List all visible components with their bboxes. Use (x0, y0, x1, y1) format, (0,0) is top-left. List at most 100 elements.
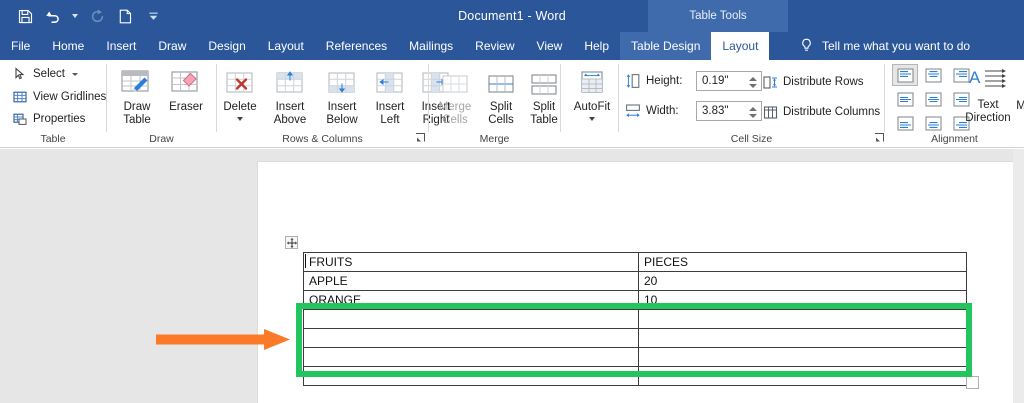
cell-width-spinner[interactable]: 3.83" (696, 101, 762, 121)
rows-columns-dialog-launcher[interactable] (415, 132, 427, 144)
scrollbar-thumb[interactable] (1013, 149, 1024, 403)
split-table-button[interactable]: Split Table (522, 66, 566, 127)
table-cell-pieces-value[interactable]: 20 (638, 271, 967, 291)
distribute-columns-button[interactable]: Distribute Columns (762, 104, 880, 120)
green-highlight-annotation (296, 303, 972, 377)
tab-layout[interactable]: Layout (267, 39, 304, 53)
customize-quick-access-icon[interactable] (140, 3, 166, 29)
cell-size-dialog-launcher[interactable] (874, 132, 886, 144)
group-label-alignment: Alignment (931, 133, 978, 145)
text-direction-label-2: Direction (965, 112, 1011, 124)
insert-columns-left-icon (374, 66, 406, 98)
autofit-button[interactable]: AutoFit (568, 66, 616, 123)
tab-design[interactable]: Design (208, 39, 246, 53)
ribbon-tab-strip: File Home Insert Draw Design Layout Refe… (0, 32, 1024, 60)
align-top-right-button[interactable] (948, 64, 974, 86)
align-center-left-button[interactable] (892, 88, 918, 110)
insert-rows-below-icon (326, 66, 358, 98)
tab-draw[interactable]: Draw (158, 39, 187, 53)
table-row-empty[interactable] (303, 347, 967, 367)
tab-table-design[interactable]: Table Design (620, 32, 712, 60)
draw-table-icon (120, 66, 154, 98)
group-label-cell-size: Cell Size (730, 133, 773, 145)
align-center-button[interactable] (920, 88, 946, 110)
tab-table-layout[interactable]: Layout (711, 32, 770, 60)
align-bottom-center-button[interactable] (920, 112, 946, 134)
eraser-icon (169, 66, 203, 98)
cell-height-stepper[interactable] (747, 72, 758, 92)
vertical-scrollbar[interactable] (1013, 149, 1024, 403)
split-table-icon (529, 66, 559, 98)
tab-help[interactable]: Help (584, 39, 610, 53)
insert-above-button[interactable]: Insert Above (264, 66, 316, 127)
select-button[interactable]: Select (12, 66, 78, 82)
undo-icon[interactable] (40, 3, 66, 29)
group-divider (560, 64, 561, 132)
table-move-handle[interactable] (285, 236, 298, 249)
select-dropdown-icon[interactable] (71, 72, 78, 76)
save-icon[interactable] (12, 3, 38, 29)
text-direction-label-1: Text (977, 99, 999, 111)
new-document-icon[interactable] (112, 3, 138, 29)
cell-margins-button[interactable]: M (1014, 100, 1024, 113)
group-divider (428, 64, 429, 132)
tab-mailings[interactable]: Mailings (409, 39, 454, 53)
table-row-empty[interactable] (303, 328, 967, 348)
tab-insert[interactable]: Insert (106, 39, 137, 53)
tell-me-search[interactable]: Tell me what you want to do (800, 32, 970, 60)
cell-margins-label: M (1016, 100, 1024, 112)
cell-height-control[interactable]: Height: 0.19" (624, 71, 762, 91)
column-width-icon (624, 103, 641, 119)
cell-width-stepper[interactable] (747, 102, 758, 122)
table-cell-fruits-header[interactable]: FRUITS (303, 252, 639, 272)
insert-below-label-2: Below (326, 114, 358, 126)
properties-button[interactable]: Properties (12, 111, 85, 127)
align-bottom-left-button[interactable] (892, 112, 918, 134)
align-top-left-button[interactable] (892, 64, 918, 86)
insert-rows-above-icon (274, 66, 306, 98)
insert-left-label-1: Insert (375, 101, 405, 113)
tab-file[interactable]: File (11, 39, 31, 53)
view-gridlines-button[interactable]: View Gridlines (12, 89, 106, 105)
insert-left-button[interactable]: Insert Left (368, 66, 412, 127)
table-header-row[interactable]: FRUITS PIECES (303, 252, 967, 272)
tab-references[interactable]: References (325, 39, 388, 53)
delete-table-icon (224, 66, 256, 98)
distribute-rows-button[interactable]: Distribute Rows (762, 74, 864, 90)
delete-dropdown-icon[interactable] (216, 114, 264, 123)
insert-columns-right-icon (420, 66, 452, 98)
group-label-merge: Merge (479, 133, 510, 145)
merge-cells-label-1: Merge (438, 101, 472, 113)
tab-home[interactable]: Home (52, 39, 85, 53)
cell-height-spinner[interactable]: 0.19" (696, 71, 762, 91)
table-cell-pieces-header[interactable]: PIECES (638, 252, 967, 272)
group-divider (618, 64, 619, 132)
undo-dropdown-icon[interactable] (68, 3, 82, 29)
align-top-center-button[interactable] (920, 64, 946, 86)
autofit-dropdown-icon[interactable] (568, 114, 616, 123)
split-cells-button[interactable]: Split Cells (479, 66, 523, 127)
eraser-label: Eraser (169, 101, 203, 113)
insert-right-button[interactable]: Insert Right (412, 66, 460, 127)
table-row[interactable]: APPLE 20 (303, 271, 967, 291)
insert-left-label-2: Left (380, 114, 400, 126)
delete-label: Delete (223, 101, 257, 113)
align-center-right-button[interactable] (948, 88, 974, 110)
group-label-rows-columns: Rows & Columns (282, 133, 363, 145)
tab-view[interactable]: View (536, 39, 563, 53)
align-bottom-right-button[interactable] (948, 112, 974, 134)
table-cell-fruit-name[interactable]: APPLE (303, 271, 639, 291)
insert-above-label-2: Above (273, 114, 307, 126)
ribbon-group-label-row (0, 128, 1024, 148)
text-direction-button[interactable]: A Text Direction (962, 64, 1014, 125)
delete-button[interactable]: Delete (216, 66, 264, 123)
cell-width-label: Width: (646, 105, 679, 117)
insert-below-button[interactable]: Insert Below (316, 66, 368, 127)
eraser-button[interactable]: Eraser (162, 66, 210, 114)
cell-width-value: 3.83" (702, 105, 729, 117)
table-resize-handle[interactable] (966, 376, 979, 389)
draw-table-button[interactable]: Draw Table (113, 66, 161, 127)
cell-width-control[interactable]: Width: 3.83" (624, 101, 762, 121)
tab-review[interactable]: Review (475, 39, 515, 53)
